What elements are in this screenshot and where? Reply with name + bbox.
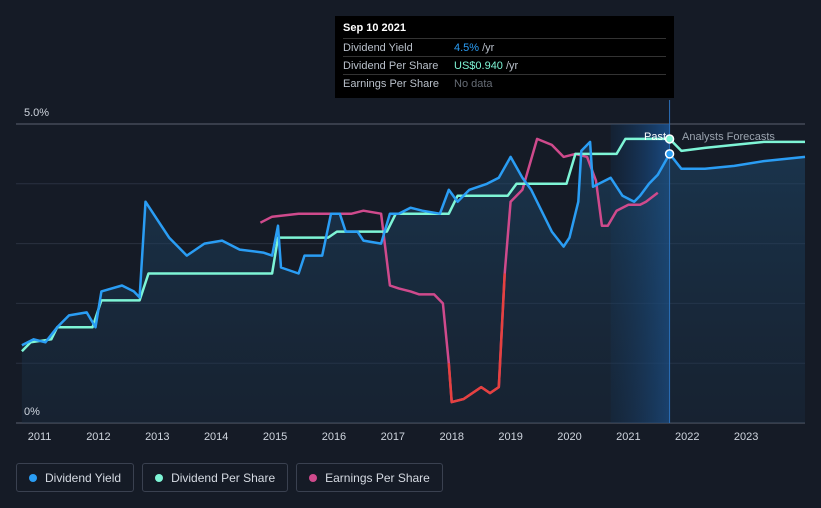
dividend-per-share-marker [664,134,675,144]
tooltip-row-earnings-per-share: Earnings Per Share No data [343,74,666,92]
earnings-per-share-negative-segment [447,273,506,404]
legend-label: Dividend Yield [45,470,122,485]
legend-dot-icon [155,473,164,482]
x-axis-ticks: 2011 2012 2013 2014 2015 2016 2017 2018 2019 2020… [28,431,759,443]
x-tick-label: 2019 [498,431,522,443]
x-tick-label: 2018 [439,431,463,443]
tooltip-row-dividend-yield: Dividend Yield 4.5% /yr [343,38,666,56]
legend-item-earnings-per-share[interactable]: Earnings Per Share [296,463,443,492]
x-tick-label: 2020 [557,431,581,443]
forecast-label: Analysts Forecasts [682,131,775,143]
tooltip-value: No data [454,77,493,90]
legend-item-dividend-yield[interactable]: Dividend Yield [16,463,135,492]
past-label: Past [644,131,666,143]
tooltip-unit: /yr [505,59,519,72]
x-tick-label: 2011 [28,431,52,443]
y-axis-ticks: 0% 5.0% [24,107,49,418]
series-lines [21,137,806,404]
tooltip-unit: /yr [482,41,495,54]
cursor-dots [664,134,675,159]
dividend-yield-area [21,141,805,423]
x-tick-label: 2023 [734,431,758,443]
x-tick-label: 2015 [263,431,287,443]
dividend-yield-line [21,140,806,347]
dividend-yield-marker [664,149,675,159]
legend: Dividend Yield Dividend Per Share Earnin… [16,463,443,492]
tooltip-value: US$0.940 [454,59,503,72]
legend-dot-icon [309,473,318,482]
legend-label: Earnings Per Share [325,470,430,485]
x-tick-label: 2022 [675,431,699,443]
legend-label: Dividend Per Share [171,470,276,485]
x-tick-label: 2016 [322,431,346,443]
legend-dot-icon [29,473,37,482]
tooltip-label: Dividend Per Share [343,59,439,72]
y-tick-label: 0% [24,406,40,418]
legend-item-dividend-per-share[interactable]: Dividend Per Share [142,463,289,492]
x-tick-label: 2012 [86,431,110,443]
tooltip-label: Earnings Per Share [343,77,439,90]
x-tick-label: 2017 [381,431,405,443]
tooltip-date: Sep 10 2021 [343,22,406,34]
tooltip-row-dividend-per-share: Dividend Per Share US$0.940 /yr [343,56,666,74]
x-tick-label: 2014 [204,431,228,443]
x-tick-label: 2021 [616,431,640,443]
y-tick-label: 5.0% [24,107,49,119]
tooltip: Sep 10 2021 Dividend Yield 4.5% /yr Divi… [335,16,674,98]
tooltip-value: 4.5% [454,41,480,54]
x-tick-label: 2013 [145,431,169,443]
tooltip-label: Dividend Yield [343,41,413,54]
